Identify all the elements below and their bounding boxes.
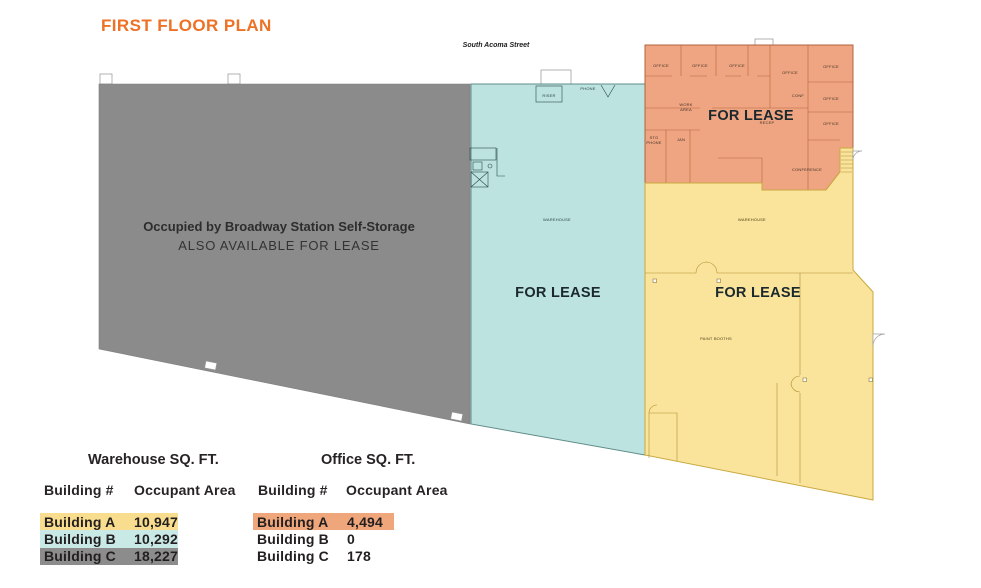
warehouse-header-building: Building # bbox=[44, 482, 114, 498]
occupant-area: 0 bbox=[347, 530, 355, 547]
street-label: South Acoma Street bbox=[463, 42, 530, 49]
phone-label-b: PHONE bbox=[580, 86, 595, 91]
table-row: Building B 10,292 bbox=[40, 530, 179, 548]
column-markers bbox=[652, 278, 873, 382]
table-row: Building A 10,947 bbox=[40, 513, 179, 531]
warehouse-interior-walls bbox=[645, 151, 853, 483]
building-name: Building C bbox=[44, 548, 116, 565]
conference-label: CONFERENCE bbox=[792, 167, 822, 172]
occupant-area: 10,947 bbox=[134, 513, 179, 530]
floor-plan-drawing: South Acoma Street Occupied by Broadway … bbox=[98, 38, 886, 501]
area-label: AREA bbox=[680, 107, 692, 112]
warehouse-header-area: Occupant Area bbox=[134, 482, 236, 498]
building-b-region bbox=[470, 83, 646, 456]
occupant-area: 4,494 bbox=[347, 513, 384, 530]
office-header-area: Occupant Area bbox=[346, 482, 448, 498]
exterior-door-bumps bbox=[99, 38, 774, 85]
building-name: Building C bbox=[257, 548, 329, 565]
office-table-title: Office SQ. FT. bbox=[321, 452, 416, 468]
building-name: Building A bbox=[44, 513, 116, 530]
building-c-occupant-text: Occupied by Broadway Station Self-Storag… bbox=[143, 219, 415, 234]
stg-label: STG bbox=[650, 135, 659, 140]
warehouse-door-swings bbox=[852, 150, 886, 347]
occupant-area: 10,292 bbox=[134, 530, 179, 547]
building-name: Building A bbox=[257, 513, 329, 530]
phone-label-a: PHONE bbox=[646, 140, 661, 145]
warehouse-table: Building A 10,947 Building B 10,292 Buil… bbox=[40, 513, 178, 565]
warehouse-label-a: WAREHOUSE bbox=[738, 217, 766, 222]
for-lease-label-a2: FOR LEASE bbox=[715, 285, 801, 301]
work-label: WORK bbox=[679, 102, 692, 107]
table-row: Building B 0 bbox=[253, 530, 394, 547]
building-name: Building B bbox=[44, 530, 116, 547]
office-label-2: OFFICE bbox=[692, 63, 708, 68]
table-row: Building C 18,227 bbox=[40, 547, 179, 565]
riser-label: RISER bbox=[542, 93, 555, 98]
recep-label: RECEP bbox=[760, 120, 775, 125]
page-title: FIRST FLOOR PLAN bbox=[101, 16, 272, 35]
paint-booths-label: PAINT BOOTHS bbox=[700, 336, 732, 341]
building-c-available-text: ALSO AVAILABLE FOR LEASE bbox=[178, 238, 380, 253]
occupant-area: 18,227 bbox=[134, 548, 179, 565]
building-c-door-swings bbox=[204, 360, 464, 422]
office-table: Building A 4,494 Building B 0 Building C… bbox=[253, 513, 394, 565]
table-row: Building C 178 bbox=[253, 548, 394, 565]
office-header-building: Building # bbox=[258, 482, 328, 498]
table-row: Building A 4,494 bbox=[253, 513, 394, 531]
office-label-7: OFFICE bbox=[823, 121, 839, 126]
building-a-interior-walls bbox=[645, 45, 853, 190]
warehouse-label-b: WAREHOUSE bbox=[543, 217, 571, 222]
occupant-area: 178 bbox=[347, 548, 371, 565]
for-lease-label-a: FOR LEASE bbox=[708, 108, 794, 124]
office-label-5: OFFICE bbox=[823, 64, 839, 69]
warehouse-table-title: Warehouse SQ. FT. bbox=[88, 452, 219, 468]
building-c-region bbox=[98, 83, 471, 425]
conf-label: CONF bbox=[792, 93, 804, 98]
jan-label: JAN bbox=[677, 137, 685, 142]
office-label-1: OFFICE bbox=[653, 63, 669, 68]
office-label-6: OFFICE bbox=[823, 96, 839, 101]
office-label-4: OFFICE bbox=[782, 70, 798, 75]
office-label-3: OFFICE bbox=[729, 63, 745, 68]
building-name: Building B bbox=[257, 530, 329, 547]
building-a-warehouse-region bbox=[644, 147, 874, 501]
building-b-interior-walls bbox=[469, 84, 616, 188]
for-lease-label-b: FOR LEASE bbox=[515, 285, 601, 301]
